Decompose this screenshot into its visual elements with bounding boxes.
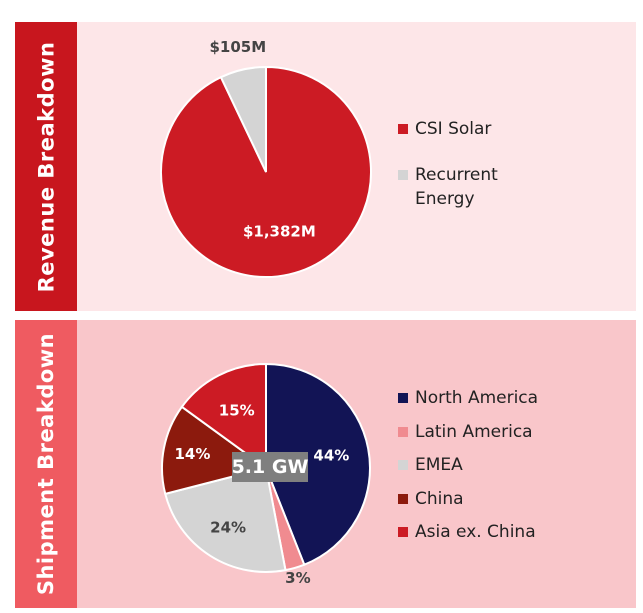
data-label-csi-solar: $1,382M — [243, 222, 316, 240]
data-label-north-america: 44% — [313, 447, 349, 465]
pie-slice-recurrent-energy — [219, 65, 267, 173]
data-label-china: 14% — [174, 445, 210, 463]
center-label-text: 5.1 GW — [232, 456, 309, 478]
legend-swatch — [398, 527, 408, 537]
revenue-pie-chart: $1,382M $105M — [160, 38, 372, 278]
legend-swatch — [398, 393, 408, 403]
shipment-side-bar: Shipment Breakdown — [15, 320, 77, 608]
legend-label: CSI Solar — [415, 119, 492, 139]
shipment-pie-chart: 44% 3% 24% 14% 15% 5.1 GW — [161, 362, 371, 587]
legend-item-china: China — [398, 487, 568, 511]
data-label-latin-america: 3% — [285, 569, 310, 587]
revenue-legend: CSI Solar Recurrent Energy — [398, 117, 518, 233]
legend-swatch — [398, 460, 408, 470]
legend-swatch — [398, 426, 408, 437]
legend-item-asia-ex-china: Asia ex. China — [398, 520, 568, 544]
pie-slice-asia-ex-china — [180, 362, 267, 470]
pie-slice-emea — [164, 466, 287, 573]
revenue-panel: Revenue Breakdown $1,382M $105M CSI Solar… — [15, 22, 636, 311]
legend-label: EMEA — [415, 455, 463, 475]
legend-label: North America — [415, 388, 539, 408]
data-label-asia-ex-china: 15% — [219, 402, 255, 420]
legend-label: China — [415, 488, 464, 509]
data-label-emea: 24% — [210, 519, 246, 537]
legend-swatch — [398, 493, 408, 504]
shipment-panel: Shipment Breakdown 44% 3% 24% 14% 15% 5.1 GW … — [15, 320, 636, 608]
legend-label: Recurrent Energy — [415, 165, 498, 209]
data-label-recurrent-energy: $105M — [209, 38, 266, 56]
legend-swatch — [398, 170, 408, 180]
legend-item-csi-solar: CSI Solar — [398, 117, 518, 141]
shipment-legend: North America Latin America EMEA China Asia … — [398, 386, 568, 554]
pie-slice-north-america — [265, 362, 371, 566]
legend-item-emea: EMEA — [398, 453, 568, 477]
revenue-side-bar: Revenue Breakdown — [15, 22, 77, 311]
legend-item-north-america: North America — [398, 386, 568, 410]
center-label-box — [232, 452, 308, 482]
legend-item-latin-america: Latin America — [398, 420, 568, 444]
legend-swatch — [398, 124, 408, 134]
legend-label: Latin America — [415, 421, 533, 442]
legend-label: Asia ex. China — [415, 522, 536, 542]
center-total-label: 5.1 GW — [232, 452, 309, 482]
legend-item-recurrent-energy: Recurrent Energy — [398, 163, 518, 211]
